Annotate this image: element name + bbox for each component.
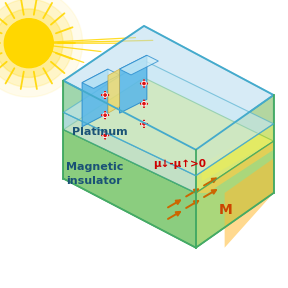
Circle shape	[103, 113, 107, 117]
Text: M: M	[219, 203, 233, 217]
Text: Platinum: Platinum	[72, 128, 128, 137]
Circle shape	[104, 114, 106, 116]
Polygon shape	[63, 130, 196, 248]
Polygon shape	[63, 81, 196, 248]
Circle shape	[0, 0, 83, 97]
Polygon shape	[63, 112, 196, 193]
Circle shape	[142, 102, 146, 106]
Polygon shape	[108, 69, 120, 113]
Circle shape	[142, 82, 146, 86]
Polygon shape	[196, 141, 274, 248]
Circle shape	[142, 122, 146, 126]
Circle shape	[103, 93, 107, 97]
Polygon shape	[63, 60, 274, 176]
Circle shape	[104, 94, 106, 96]
Circle shape	[104, 134, 106, 137]
Polygon shape	[120, 55, 158, 75]
Circle shape	[4, 19, 53, 68]
Polygon shape	[82, 69, 108, 127]
Polygon shape	[63, 26, 274, 150]
Circle shape	[0, 9, 63, 77]
Circle shape	[143, 82, 145, 85]
Text: μ↓-μ↑>0: μ↓-μ↑>0	[153, 159, 206, 169]
Circle shape	[103, 133, 107, 137]
Polygon shape	[202, 124, 274, 181]
Text: Magnetic: Magnetic	[66, 162, 124, 172]
Polygon shape	[225, 158, 274, 248]
Polygon shape	[82, 69, 120, 88]
Polygon shape	[63, 78, 274, 193]
Circle shape	[0, 0, 73, 87]
Circle shape	[143, 103, 145, 105]
Text: insulator: insulator	[66, 177, 122, 186]
Polygon shape	[196, 141, 274, 193]
Circle shape	[143, 123, 145, 125]
Polygon shape	[196, 95, 274, 248]
Polygon shape	[120, 55, 147, 113]
